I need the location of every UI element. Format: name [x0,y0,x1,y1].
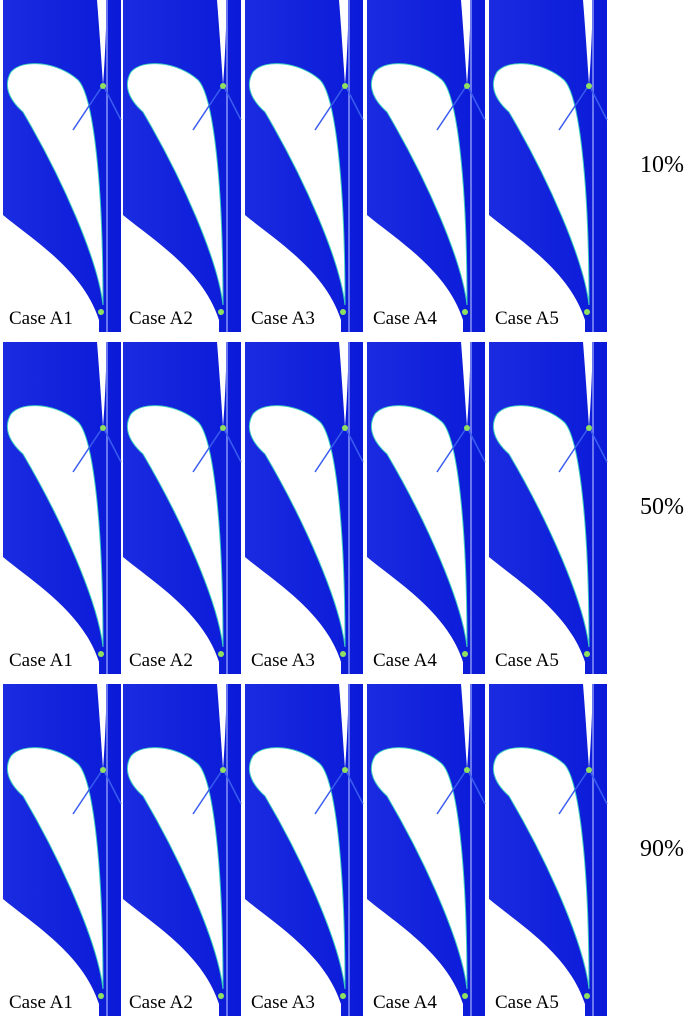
contour-image [366,341,486,675]
row-label: 50% [640,494,684,520]
contour-panel: Case A4 [366,341,486,675]
contour-panel: Case A4 [366,0,486,333]
contour-panel: Case A2 [122,0,242,333]
contour-image [488,341,608,675]
contour-panel: Case A1 [2,341,122,675]
contour-image [122,0,242,333]
panel-grid: Case A1 Case A2 Case A3 Case A4 Case A5 10% Ca… [2,0,684,1017]
case-label: Case A2 [129,992,193,1013]
contour-image [122,683,242,1017]
contour-image [244,683,364,1017]
contour-image [122,341,242,675]
contour-panel: Case A3 [244,341,364,675]
case-label: Case A1 [9,992,73,1013]
contour-panel: Case A5 [488,0,608,333]
contour-panel: Case A1 [2,0,122,333]
case-label: Case A1 [9,308,73,329]
contour-image [244,0,364,333]
contour-image [366,683,486,1017]
row-label: 90% [640,836,684,862]
case-label: Case A5 [495,992,559,1013]
case-label: Case A5 [495,650,559,671]
contour-image [244,341,364,675]
contour-image [366,0,486,333]
contour-panel: Case A5 [488,341,608,675]
contour-image [2,0,122,333]
case-label: Case A3 [251,308,315,329]
case-label: Case A1 [9,650,73,671]
contour-panel: Case A3 [244,0,364,333]
case-label: Case A2 [129,650,193,671]
case-label: Case A4 [373,992,437,1013]
contour-panel: Case A2 [122,683,242,1017]
case-label: Case A5 [495,308,559,329]
contour-panel: Case A1 [2,683,122,1017]
row-label: 10% [640,152,684,178]
contour-panel: Case A3 [244,683,364,1017]
contour-panel: Case A5 [488,683,608,1017]
case-label: Case A3 [251,650,315,671]
contour-panel: Case A4 [366,683,486,1017]
contour-image [488,0,608,333]
case-label: Case A2 [129,308,193,329]
contour-image [488,683,608,1017]
case-label: Case A3 [251,992,315,1013]
case-label: Case A4 [373,650,437,671]
case-label: Case A4 [373,308,437,329]
contour-panel: Case A2 [122,341,242,675]
contour-image [2,683,122,1017]
contour-image [2,341,122,675]
